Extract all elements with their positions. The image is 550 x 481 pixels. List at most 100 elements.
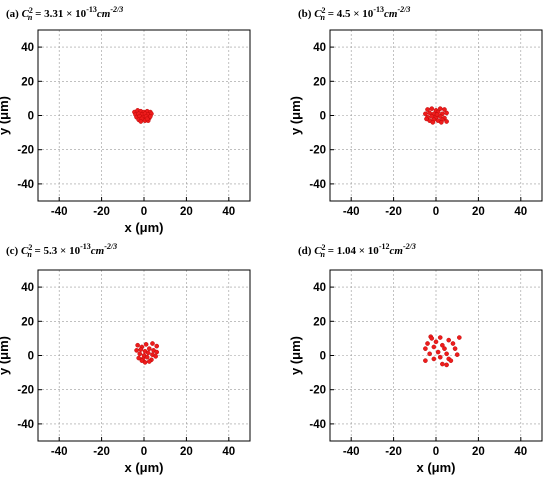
y-tick-label: -40 xyxy=(17,419,34,431)
scatter-point xyxy=(146,346,152,351)
y-tick-label: 20 xyxy=(21,316,34,328)
panel-title: (c) C2 n = 5.3 × 10-13cm-2/3 xyxy=(6,242,117,259)
x-tick-label: -20 xyxy=(385,446,402,458)
x-tick-label: -20 xyxy=(93,206,110,218)
scatter-point xyxy=(450,341,456,346)
scatter-point xyxy=(138,119,144,124)
y-tick-label: 20 xyxy=(313,316,326,328)
x-tick-label: -40 xyxy=(51,206,68,218)
x-tick-label: 0 xyxy=(433,446,439,458)
panel-title: (a) C2 n = 3.31 × 10-13cm-2/3 xyxy=(6,5,123,22)
y-tick-label: 20 xyxy=(21,76,34,88)
scatter-point xyxy=(138,347,144,352)
y-tick-label: 20 xyxy=(313,76,326,88)
scatter-point xyxy=(448,358,454,363)
x-axis-label: x (μm) xyxy=(124,460,163,475)
scatter-point xyxy=(437,354,443,360)
y-tick-label: 40 xyxy=(313,282,326,294)
scatter-point xyxy=(423,358,428,363)
y-tick-label: -20 xyxy=(309,145,326,157)
x-tick-label: 20 xyxy=(180,446,193,458)
scatter-point xyxy=(425,341,430,346)
scatter-point xyxy=(444,119,449,124)
scatter-point xyxy=(430,120,436,125)
scatter-point xyxy=(146,359,152,364)
x-tick-label: 40 xyxy=(222,446,235,458)
scatter-point xyxy=(424,116,429,122)
x-tick-label: 0 xyxy=(141,446,147,458)
panel-2: (b) C2 n = 4.5 × 10-13cm-2/3 -40 -20 0 20 40 40… xyxy=(288,5,543,218)
x-tick-label: -20 xyxy=(385,206,402,218)
plot-frame xyxy=(37,29,251,202)
scatter-point xyxy=(433,339,439,345)
scatter-point xyxy=(429,336,435,341)
y-tick-label: 0 xyxy=(28,351,34,363)
x-tick-label: 0 xyxy=(433,206,439,218)
scatter-point xyxy=(145,350,151,356)
scatter-point xyxy=(423,111,428,117)
scatter-point xyxy=(429,114,435,119)
scatter-point xyxy=(137,351,143,357)
scatter-point xyxy=(425,107,430,112)
x-tick-label: -20 xyxy=(93,446,110,458)
scatter-point xyxy=(444,351,449,357)
scatter-point xyxy=(154,349,160,355)
x-tick-label: -40 xyxy=(51,446,68,458)
x-tick-label: 40 xyxy=(514,206,527,218)
scatter-point xyxy=(144,116,150,122)
scatter-point xyxy=(437,106,443,111)
plot-frame xyxy=(329,29,543,202)
y-tick-label: 40 xyxy=(21,282,34,294)
scatter-point xyxy=(446,337,452,343)
y-axis-label: y (μm) xyxy=(288,96,303,135)
y-tick-label: 40 xyxy=(313,42,326,54)
y-tick-label: 0 xyxy=(320,351,326,363)
plot-frame xyxy=(37,269,251,442)
scatter-point xyxy=(153,354,158,359)
x-tick-label: -40 xyxy=(343,446,360,458)
x-tick-label: 20 xyxy=(180,206,193,218)
scatter-point xyxy=(154,343,160,349)
scatter-point xyxy=(423,346,428,351)
scatter-point xyxy=(442,346,447,351)
y-tick-label: -20 xyxy=(17,385,34,397)
x-axis-label: x (μm) xyxy=(124,220,163,235)
y-tick-label: 0 xyxy=(28,111,34,123)
scatter-point xyxy=(429,106,435,111)
y-tick-label: -20 xyxy=(17,145,34,157)
y-tick-label: -40 xyxy=(17,179,34,191)
scatter-point xyxy=(150,341,155,346)
panel-4: (d) C2 n = 1.04 × 10-12cm-2/3 -40 -20 0 20 40 4… xyxy=(288,242,543,475)
scatter-point xyxy=(144,354,150,360)
scatter-point xyxy=(438,120,444,125)
scatter-point xyxy=(136,355,141,361)
x-tick-label: 40 xyxy=(514,446,527,458)
y-axis-label: y (μm) xyxy=(0,336,11,375)
x-tick-label: 0 xyxy=(141,206,147,218)
scatter-point xyxy=(427,351,432,357)
panel-title: (b) C2 n = 4.5 × 10-13cm-2/3 xyxy=(298,5,410,22)
scatter-point xyxy=(437,335,443,340)
scatter-point xyxy=(457,335,462,340)
y-tick-label: 40 xyxy=(21,42,34,54)
scatter-point xyxy=(440,361,445,367)
scatter-point xyxy=(134,348,139,353)
scatter-point xyxy=(431,356,437,362)
y-tick-label: -20 xyxy=(309,385,326,397)
y-tick-label: -40 xyxy=(309,419,326,431)
x-tick-label: -40 xyxy=(343,206,360,218)
y-tick-label: 0 xyxy=(320,111,326,123)
scatter-point xyxy=(452,346,458,351)
scatter-point xyxy=(427,110,432,116)
scatter-point xyxy=(444,362,449,368)
scatter-point xyxy=(135,342,140,348)
x-axis-label: x (μm) xyxy=(416,460,455,475)
scatter-point xyxy=(431,344,437,350)
scatter-point xyxy=(442,107,447,112)
scatter-point xyxy=(454,352,460,357)
x-tick-label: 20 xyxy=(472,446,485,458)
y-tick-label: -40 xyxy=(309,179,326,191)
scatter-point xyxy=(139,358,145,363)
panel-title: (d) C2 n = 1.04 × 10-12cm-2/3 xyxy=(298,242,416,259)
